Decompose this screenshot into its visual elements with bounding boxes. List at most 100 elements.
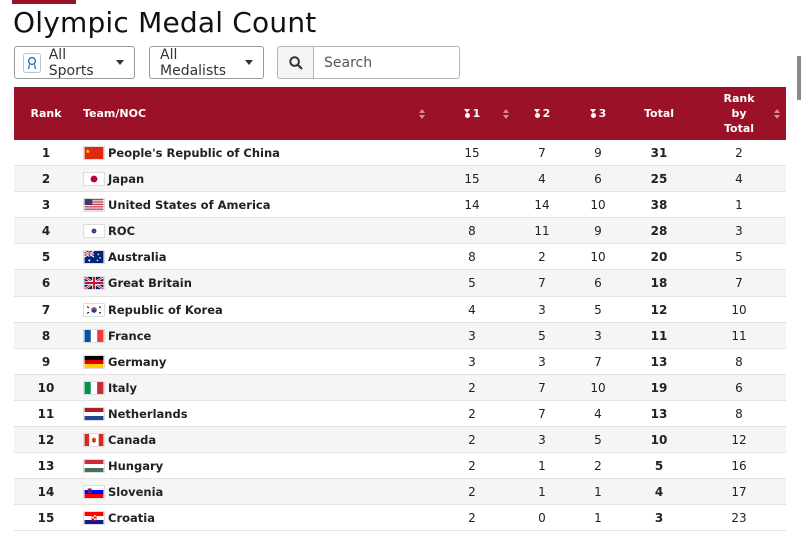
canada-flag-icon [83,433,105,448]
col-header-gold[interactable]: 1 [454,87,490,140]
table-row[interactable]: 15 Croatia 2 0 1 3 23 [14,505,786,532]
total-count: 18 [650,276,668,291]
team-cell[interactable]: Great Britain [83,270,413,296]
sort-team-icon[interactable] [419,109,425,119]
rank-by-total: 8 [735,406,743,421]
gold-count: 4 [468,302,476,317]
rank-cell: 11 [37,406,55,421]
silver-count: 3 [538,433,546,448]
col-header-total[interactable]: Total [643,107,675,120]
gold-count: 15 [464,172,480,187]
silver-medal-icon [533,109,541,118]
chevron-down-icon [116,60,124,65]
col-header-silver[interactable]: 2 [524,87,560,140]
gold-count: 2 [468,433,476,448]
hungary-flag-icon [83,459,105,474]
col-header-bronze[interactable]: 3 [580,87,616,140]
china-flag-icon [83,146,105,160]
croatia-flag-icon [83,511,105,526]
rank-cell: 5 [41,250,51,265]
scrollbar-thumb[interactable] [797,56,801,100]
total-count: 20 [650,250,668,265]
silver-count: 3 [538,302,546,317]
gold-count: 14 [464,198,480,213]
usa-flag-icon [83,198,105,213]
gold-count: 2 [468,406,476,421]
table-row[interactable]: 8 France 3 5 3 11 11 [14,322,786,349]
table-row[interactable]: 3 United States of America 14 14 10 38 1 [14,192,786,219]
sports-dropdown[interactable]: All Sports [14,46,135,79]
table-row[interactable]: 14 Slovenia 2 1 1 4 17 [14,479,786,506]
team-cell[interactable]: United States of America [83,192,413,218]
search-icon [288,55,303,70]
col-header-rank[interactable]: Rank [30,107,62,120]
silver-count: 7 [538,406,546,421]
team-cell[interactable]: Germany [83,349,413,375]
search-button[interactable] [277,46,313,79]
sort-rank-total-icon[interactable] [774,109,780,119]
table-row[interactable]: 4 ROC 8 11 9 28 3 [14,218,786,245]
rank-by-total: 6 [735,380,743,395]
col-header-rank-by-total[interactable]: Rank by Total [723,92,755,135]
table-row[interactable]: 1 People's Republic of China 15 7 9 31 2 [14,140,786,167]
bronze-count: 7 [594,354,602,369]
germany-flag-icon [83,354,105,369]
search-box [277,46,460,79]
team-name: Germany [108,354,167,369]
table-row[interactable]: 6 Great Britain 5 7 6 18 7 [14,270,786,297]
sports-dropdown-label: All Sports [48,46,94,79]
table-row[interactable]: 5 Australia 8 2 10 20 5 [14,244,786,271]
silver-count: 7 [538,146,546,160]
rank-cell: 1 [41,146,51,160]
rank-by-total: 2 [735,146,743,160]
team-cell[interactable]: Netherlands [83,401,413,427]
gold-count: 8 [468,224,476,239]
rank-cell: 12 [37,433,55,448]
slovenia-flag-icon [83,485,105,500]
rank-by-total: 10 [731,302,747,317]
rank-cell: 10 [37,380,55,395]
team-name: Republic of Korea [108,302,223,317]
gold-count: 3 [468,328,476,343]
rank-by-total: 5 [735,250,743,265]
team-cell[interactable]: Italy [83,375,413,401]
table-row[interactable]: 9 Germany 3 3 7 13 8 [14,349,786,375]
rank-by-total: 3 [735,224,743,239]
team-name: Australia [108,250,167,265]
bronze-medal-icon [589,109,597,118]
table-row[interactable]: 11 Netherlands 2 7 4 13 8 [14,401,786,428]
search-input[interactable] [313,46,460,79]
sort-gold-icon[interactable] [503,109,509,119]
team-cell[interactable]: Australia [83,244,413,270]
team-cell[interactable]: Croatia [83,505,413,531]
team-cell[interactable]: Slovenia [83,479,413,505]
team-cell[interactable]: Republic of Korea [83,297,413,323]
total-count: 4 [654,485,664,500]
silver-count: 11 [534,224,550,239]
team-cell[interactable]: Japan [83,166,413,192]
team-cell[interactable]: Canada [83,427,413,453]
table-row[interactable]: 7 Republic of Korea 4 3 5 12 10 [14,297,786,323]
title-accent-rule [12,0,76,4]
table-header: Rank Team/NOC 1 2 3 Total Rank by Total [14,87,786,140]
rank-by-total: 17 [731,485,747,500]
medalists-dropdown[interactable]: All Medalists [149,46,264,79]
rank-by-total: 16 [731,459,747,474]
team-cell[interactable]: ROC [83,218,413,244]
gold-count: 8 [468,250,476,265]
gold-count: 2 [468,511,476,526]
team-cell[interactable]: People's Republic of China [83,140,413,166]
bronze-count: 10 [590,250,606,265]
bronze-count: 3 [594,328,602,343]
table-row[interactable]: 13 Hungary 2 1 2 5 16 [14,453,786,480]
table-row[interactable]: 10 Italy 2 7 10 19 6 [14,374,786,401]
bronze-count: 4 [594,406,602,421]
table-row[interactable]: 12 Canada 2 3 5 10 12 [14,427,786,454]
col-header-team[interactable]: Team/NOC [83,107,147,120]
team-name: Croatia [108,511,155,526]
team-name: United States of America [108,198,271,213]
team-cell[interactable]: Hungary [83,453,413,479]
team-cell[interactable]: France [83,323,413,349]
table-row[interactable]: 2 Japan 15 4 6 25 4 [14,166,786,193]
page-title: Olympic Medal Count [13,6,317,39]
